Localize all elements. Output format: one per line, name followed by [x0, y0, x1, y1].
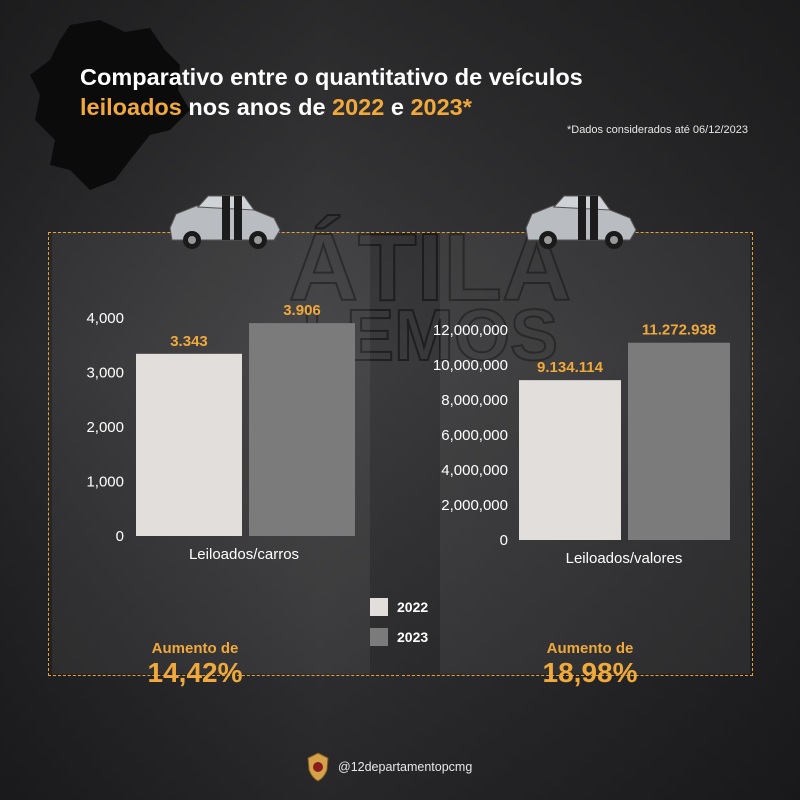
title-highlight-1: leiloados — [80, 94, 182, 120]
page-title: Comparativo entre o quantitativo de veíc… — [80, 62, 720, 122]
legend: 2022 2023 — [370, 598, 428, 658]
classic-car-icon — [525, 195, 637, 249]
title-highlight-3: 2023* — [410, 94, 472, 120]
y-tick-label: 3,000 — [86, 365, 124, 382]
bar-2023 — [249, 323, 355, 536]
increase-values-value: 18,98% — [542, 657, 638, 688]
data-label-2022: 9.134.114 — [537, 359, 604, 376]
title-line1: Comparativo entre o quantitativo de veíc… — [80, 64, 583, 90]
y-tick-label: 1,000 — [86, 474, 124, 491]
data-label-2023: 3.906 — [283, 302, 321, 319]
y-tick-label: 10,000,000 — [433, 357, 508, 374]
title-line2: leiloados nos anos de 2022 e 2023* — [80, 92, 720, 122]
increase-cars-value: 14,42% — [147, 657, 243, 688]
y-tick-label: 4,000 — [86, 310, 124, 327]
increase-values: Aumento de 18,98% — [515, 640, 665, 689]
instagram-handle: @12departamentopcmg — [338, 760, 473, 774]
legend-label-2022: 2022 — [397, 599, 429, 615]
classic-car-icon — [169, 195, 281, 249]
legend-swatch-2023 — [370, 628, 388, 646]
bar-2023 — [628, 342, 730, 540]
police-badge-icon — [307, 752, 329, 782]
y-tick-label: 2,000 — [86, 419, 124, 436]
bar-2022 — [519, 380, 621, 540]
y-tick-label: 4,000,000 — [441, 462, 508, 479]
data-label-2022: 3.343 — [170, 333, 208, 350]
y-tick-label: 8,000,000 — [441, 392, 508, 409]
legend-item-2022: 2022 — [370, 598, 428, 616]
title-text-2: e — [384, 94, 411, 120]
increase-values-label: Aumento de — [546, 640, 634, 657]
x-axis-label: Leiloados/valores — [566, 550, 683, 567]
legend-swatch-2022 — [370, 598, 388, 616]
bar-2022 — [136, 353, 242, 536]
data-note: *Dados considerados até 06/12/2023 — [566, 124, 748, 136]
y-tick-label: 2,000,000 — [441, 497, 508, 514]
x-axis-label: Leiloados/carros — [189, 546, 299, 563]
footer: @12departamentopcmg — [306, 752, 472, 782]
y-tick-label: 0 — [116, 528, 124, 545]
minas-gerais-map-icon — [30, 20, 190, 190]
data-label-2023: 11.272.938 — [642, 322, 716, 339]
legend-label-2023: 2023 — [397, 629, 429, 645]
y-tick-label: 0 — [500, 532, 508, 549]
title-text-1: nos anos de — [181, 94, 333, 120]
increase-cars: Aumento de 14,42% — [120, 640, 270, 689]
legend-item-2023: 2023 — [370, 628, 428, 646]
y-tick-label: 6,000,000 — [441, 427, 508, 444]
y-tick-label: 12,000,000 — [433, 322, 508, 339]
increase-cars-label: Aumento de — [151, 640, 239, 657]
title-highlight-2: 2022 — [332, 94, 385, 120]
